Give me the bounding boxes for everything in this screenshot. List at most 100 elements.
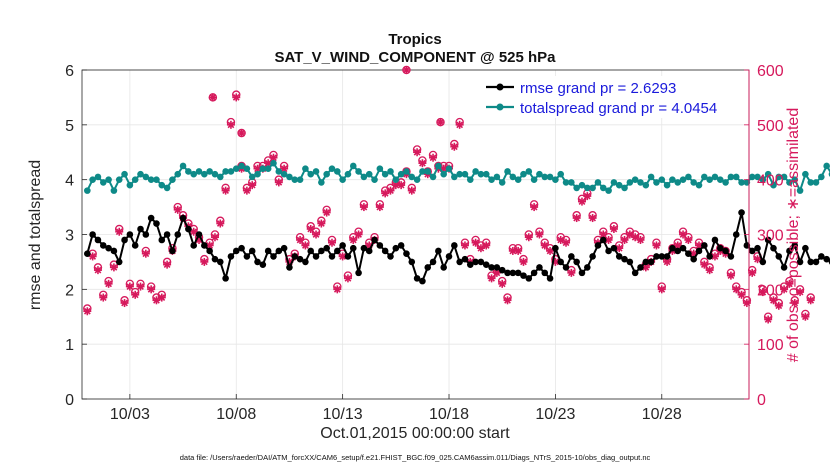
obs-assimilated-marker (588, 214, 597, 223)
totalspread-point (663, 181, 671, 189)
totalspread-point (642, 181, 650, 189)
obs-assimilated-marker (790, 299, 799, 308)
obs-assimilated-marker (343, 274, 352, 283)
totalspread-point (557, 170, 565, 178)
totalspread-point (764, 170, 772, 178)
rmse-point (190, 242, 197, 249)
totalspread-point (722, 179, 729, 186)
obs-assimilated-marker (301, 241, 310, 250)
totalspread-point (775, 173, 783, 181)
obs-assimilated-marker (774, 301, 783, 310)
obs-assimilated-marker (147, 285, 156, 294)
obs-assimilated-marker (758, 288, 767, 297)
totalspread-point (429, 173, 437, 181)
rmse-point (637, 264, 644, 271)
rmse-point (232, 247, 240, 255)
rmse-point (615, 253, 623, 260)
rmse-point (280, 244, 288, 252)
rmse-point (573, 258, 580, 266)
totalspread-point (807, 179, 815, 186)
rmse-point (248, 247, 256, 255)
obs-assimilated-marker (274, 178, 283, 187)
obs-assimilated-marker (700, 260, 709, 269)
rmse-point (642, 258, 650, 266)
left-tick-label: 2 (65, 282, 74, 299)
rmse-point (472, 258, 479, 266)
totalspread-point (99, 179, 107, 186)
totalspread-point (403, 168, 410, 175)
rmse-point (796, 258, 804, 266)
totalspread-point (599, 184, 607, 192)
rmse-point (339, 242, 346, 249)
obs-assimilated-marker (742, 299, 751, 308)
totalspread-point (482, 170, 490, 178)
totalspread-point (631, 176, 639, 183)
rmse-point (115, 258, 123, 266)
rmse-point (243, 253, 251, 260)
totalspread-point (163, 184, 171, 192)
totalspread-point (206, 168, 213, 175)
totalspread-point (334, 168, 341, 175)
rmse-point (605, 247, 612, 255)
legend-rmse-marker (496, 83, 504, 91)
obs-assimilated-marker (296, 235, 305, 244)
totalspread-point (738, 179, 745, 186)
obs-assimilated-marker (163, 260, 172, 269)
rmse-point (89, 231, 96, 238)
totalspread-point (254, 170, 261, 178)
rmse-point (302, 258, 309, 266)
totalspread-point (727, 173, 735, 181)
totalspread-point (679, 176, 687, 183)
rmse-point (722, 247, 729, 255)
rmse-point (360, 244, 368, 252)
rmse-point (328, 253, 336, 260)
totalspread-point (802, 170, 809, 178)
obs-assimilated-marker (753, 255, 762, 264)
obs-assimilated-marker (354, 230, 363, 239)
left-axis-label: rmse and totalspread (27, 160, 44, 310)
rmse-point (365, 247, 373, 255)
totalspread-point (461, 170, 469, 178)
totalspread-point (695, 181, 703, 189)
totalspread-point (748, 173, 756, 181)
obs-assimilated-marker (583, 192, 592, 201)
rmse-point (195, 231, 203, 238)
totalspread-point (711, 173, 719, 181)
obs-assimilated-marker (99, 293, 108, 302)
rmse-point (610, 244, 618, 252)
obs-assimilated-marker (705, 266, 714, 275)
rmse-point (599, 236, 607, 244)
left-tick-label: 3 (65, 228, 74, 245)
obs-assimilated-marker (418, 159, 427, 168)
rmse-point (658, 253, 666, 260)
rmse-point (461, 255, 469, 263)
obs-assimilated-marker (636, 235, 645, 244)
obs-assimilated-marker (530, 203, 539, 212)
rmse-point (131, 242, 139, 249)
obs-assimilated-marker (242, 186, 251, 195)
rmse-point (344, 253, 352, 260)
totalspread-point (376, 165, 384, 172)
rmse-point (546, 275, 554, 282)
rmse-point (653, 253, 660, 260)
rmse-point (419, 277, 426, 285)
obs-assimilated-marker (514, 246, 523, 255)
rmse-point (626, 258, 634, 266)
totalspread-point (605, 187, 612, 194)
totalspread-point (791, 176, 799, 183)
rmse-point (530, 269, 538, 277)
totalspread-point (498, 179, 506, 186)
totalspread-point (653, 179, 660, 186)
rmse-point (674, 247, 682, 255)
rmse-point (264, 247, 272, 255)
totalspread-point (701, 173, 708, 181)
obs-assimilated-marker (125, 282, 134, 291)
left-tick-label: 6 (65, 63, 74, 80)
obs-assimilated-marker (131, 290, 140, 299)
obs-assimilated-marker (535, 230, 544, 239)
rmse-point (147, 214, 155, 222)
obs-assimilated-marker (375, 203, 384, 212)
totalspread-point (780, 173, 788, 181)
legend-rmse-label: rmse grand pr = 2.6293 (520, 80, 676, 97)
obs-assimilated-marker (429, 153, 438, 162)
